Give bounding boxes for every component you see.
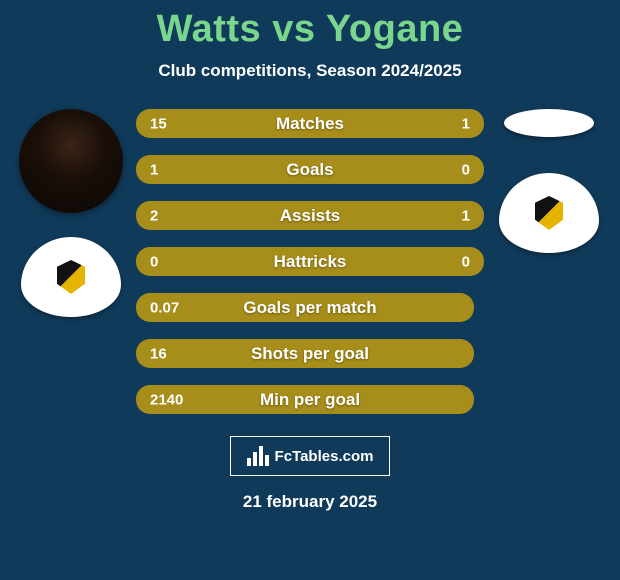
stat-row: Shots per goal 16 bbox=[136, 339, 484, 368]
player-right-club-crest bbox=[499, 173, 599, 253]
page-title: Watts vs Yogane bbox=[157, 8, 464, 51]
stat-label: Goals per match bbox=[243, 298, 376, 318]
stat-bar-left bbox=[136, 109, 400, 138]
comparison-infographic: Watts vs Yogane Club competitions, Seaso… bbox=[0, 0, 620, 580]
player-right-column bbox=[484, 109, 614, 414]
player-left-column bbox=[6, 109, 136, 414]
footer-brand-box: FcTables.com bbox=[230, 436, 390, 476]
stat-label: Goals bbox=[286, 160, 333, 180]
footer-date: 21 february 2025 bbox=[243, 492, 377, 512]
player-left-club-crest bbox=[21, 237, 121, 317]
stat-value-left: 16 bbox=[150, 345, 167, 362]
stat-label: Matches bbox=[276, 114, 344, 134]
stat-label: Hattricks bbox=[274, 252, 347, 272]
content-row: Matches151Goals10Assists21Hattricks00Goa… bbox=[0, 109, 620, 414]
player-right-avatar bbox=[504, 109, 594, 137]
subtitle: Club competitions, Season 2024/2025 bbox=[158, 61, 461, 81]
stat-row: Goals 1 0 bbox=[136, 155, 484, 184]
stat-row: Matches 15 1 bbox=[136, 109, 484, 138]
stat-label: Shots per goal bbox=[251, 344, 369, 364]
stat-value-left: 2 bbox=[150, 207, 158, 224]
stat-value-left: 1 bbox=[150, 161, 158, 178]
stat-label: Assists bbox=[280, 206, 340, 226]
stat-value-right: 1 bbox=[462, 207, 470, 224]
stat-value-right: 1 bbox=[462, 115, 470, 132]
stat-value-right: 0 bbox=[462, 253, 470, 270]
brand-bars-icon bbox=[247, 446, 269, 466]
stat-bar-right bbox=[400, 109, 484, 138]
stat-row: Min per goal 2140 bbox=[136, 385, 484, 414]
stat-row: Goals per match 0.07 bbox=[136, 293, 484, 322]
stat-value-left: 0 bbox=[150, 253, 158, 270]
stat-label: Min per goal bbox=[260, 390, 360, 410]
stat-value-left: 15 bbox=[150, 115, 167, 132]
footer-brand-text: FcTables.com bbox=[275, 448, 374, 465]
stats-bars: Matches151Goals10Assists21Hattricks00Goa… bbox=[136, 109, 484, 414]
stat-value-right: 0 bbox=[462, 161, 470, 178]
stat-value-left: 2140 bbox=[150, 391, 183, 408]
player-left-avatar bbox=[19, 109, 123, 213]
stat-row: Assists 2 1 bbox=[136, 201, 484, 230]
stat-value-left: 0.07 bbox=[150, 299, 179, 316]
stat-row: Hattricks 0 0 bbox=[136, 247, 484, 276]
